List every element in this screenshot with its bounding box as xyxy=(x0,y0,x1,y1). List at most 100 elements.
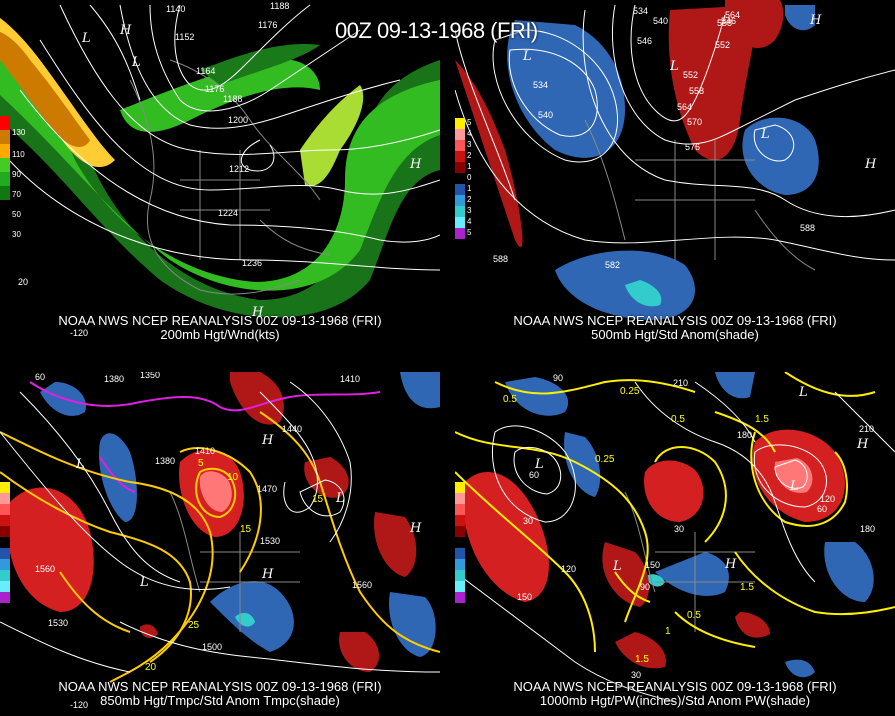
scale-swatch xyxy=(0,482,10,493)
scale-swatch xyxy=(455,162,465,173)
contour-label-1236: 1236 xyxy=(242,258,262,268)
contour-label-1530b: 1530 xyxy=(48,618,68,628)
contour-label-30b: 30 xyxy=(674,524,684,534)
scale-swatch xyxy=(455,140,465,151)
map-500mb: 534 540 546 552 558 564 570 576 582 588 … xyxy=(455,0,895,320)
contour-label-540: 540 xyxy=(538,110,553,120)
contour-label-564b: 564 xyxy=(725,10,740,20)
contour-label-1380: 1380 xyxy=(104,374,124,384)
contour-label-1380b: 1380 xyxy=(155,456,175,466)
panel-850mb[interactable]: 1380 1350 1410 1440 1470 1500 1530 1560 … xyxy=(0,372,440,716)
contour-label-1410b: 1410 xyxy=(340,374,360,384)
contour-label-30c: 30 xyxy=(631,670,641,680)
contour-label-1152: 1152 xyxy=(175,32,194,42)
scale-swatch xyxy=(455,118,465,129)
contour-label-1410: 1410 xyxy=(195,446,215,456)
caption-line2: 500mb Hgt/Std Anom(shade) xyxy=(591,327,759,342)
lon-label-120: -120 xyxy=(70,328,88,338)
scale-swatch xyxy=(0,493,10,504)
contour-label-120: 120 xyxy=(561,564,576,574)
scale-swatch xyxy=(0,144,10,158)
anomaly-color-scale xyxy=(455,482,469,603)
panel-caption: NOAA NWS NCEP REANALYSIS 00Z 09-13-1968 … xyxy=(0,680,440,708)
scale-swatch xyxy=(455,559,465,570)
scale-label: 1 xyxy=(467,184,472,193)
low-marker: L xyxy=(75,457,85,472)
contour-label-588: 588 xyxy=(493,254,508,264)
contour-label-576: 576 xyxy=(685,142,700,152)
scale-label: 4 xyxy=(467,129,472,138)
scale-swatch xyxy=(455,537,465,548)
scale-label: 2 xyxy=(467,195,472,204)
high-marker: H xyxy=(809,13,822,28)
panel-caption: NOAA NWS NCEP REANALYSIS 00Z 09-13-1968 … xyxy=(455,314,895,342)
scale-label: 5 xyxy=(467,228,472,237)
contour-label-558b: 558 xyxy=(717,18,732,28)
high-marker: H xyxy=(409,157,422,172)
anomaly-color-scale xyxy=(0,482,14,603)
scale-swatch xyxy=(455,493,465,504)
contour-label-120b: 120 xyxy=(820,494,835,504)
low-marker: L xyxy=(534,457,544,472)
pw-label-025b: 0.25 xyxy=(595,454,615,465)
high-marker: H xyxy=(409,521,422,536)
high-marker: H xyxy=(864,157,877,172)
contour-label-180b: 180 xyxy=(860,524,875,534)
scale-swatch xyxy=(455,570,465,581)
contour-label-588b: 588 xyxy=(800,223,815,233)
contour-label-1176b: 1176 xyxy=(258,20,277,30)
scale-swatch xyxy=(455,515,465,526)
contour-label-564: 564 xyxy=(677,102,692,112)
contour-label-552: 552 xyxy=(683,70,698,80)
contour-label-552b: 552 xyxy=(715,40,730,50)
scale-swatch xyxy=(0,130,10,144)
contour-label-1470: 1470 xyxy=(257,484,277,494)
scale-swatch xyxy=(0,570,10,581)
scale-swatch xyxy=(455,548,465,559)
contour-label-210: 210 xyxy=(673,378,688,388)
panel-500mb[interactable]: 534 540 546 552 558 564 570 576 582 588 … xyxy=(455,0,895,344)
scale-swatch xyxy=(0,548,10,559)
scale-label: 70 xyxy=(12,190,21,199)
panel-200mb[interactable]: 1140 1152 1164 1176 1188 1200 1212 1224 … xyxy=(0,0,440,344)
pw-label-15b: 1.5 xyxy=(740,582,754,593)
contour-label-90b: 90 xyxy=(640,582,650,592)
low-marker: L xyxy=(798,385,808,400)
temp-label-20: 20 xyxy=(145,662,157,673)
contour-label-1560b: 1560 xyxy=(352,580,372,590)
low-marker: L xyxy=(81,31,91,46)
high-marker: H xyxy=(261,433,274,448)
scale-label: 3 xyxy=(467,206,472,215)
temp-label-10: 10 xyxy=(227,472,239,483)
caption-line1: NOAA NWS NCEP REANALYSIS 00Z 09-13-1968 … xyxy=(58,313,382,328)
panel-caption: NOAA NWS NCEP REANALYSIS 00Z 09-13-1968 … xyxy=(455,680,895,708)
contour-label-1140: 1140 xyxy=(166,4,185,14)
scale-swatch xyxy=(455,151,465,162)
lon-label-120: -120 xyxy=(70,700,88,710)
map-200mb: 1140 1152 1164 1176 1188 1200 1212 1224 … xyxy=(0,1,440,338)
high-marker: H xyxy=(261,567,274,582)
map-850mb: 1380 1350 1410 1440 1470 1500 1530 1560 … xyxy=(0,372,440,710)
caption-line1: NOAA NWS NCEP REANALYSIS 00Z 09-13-1968 … xyxy=(513,679,837,694)
contour-label-150b: 150 xyxy=(517,592,532,602)
low-marker: L xyxy=(789,479,799,494)
contour-label-210b: 210 xyxy=(859,424,874,434)
temp-label-25: 25 xyxy=(188,620,200,631)
contour-label-30: 30 xyxy=(523,516,533,526)
scale-swatch xyxy=(455,228,465,239)
pw-label-05b: 0.5 xyxy=(671,414,685,425)
pw-label-1: 1 xyxy=(665,626,671,637)
scale-swatch xyxy=(0,116,10,130)
scale-swatch xyxy=(0,526,10,537)
contour-label-582: 582 xyxy=(605,260,620,270)
scale-swatch xyxy=(455,129,465,140)
temp-label-5: 5 xyxy=(198,458,204,469)
scale-swatch xyxy=(0,200,10,214)
scale-label: 50 xyxy=(12,210,21,219)
scale-swatch xyxy=(0,158,10,172)
contour-label-1530: 1530 xyxy=(260,536,280,546)
scale-swatch xyxy=(0,515,10,526)
scale-label: 4 xyxy=(467,217,472,226)
panel-1000mb[interactable]: 90 60 30 120 150 180 210 30 60 90 120 15… xyxy=(455,372,895,716)
high-marker: H xyxy=(724,557,737,572)
